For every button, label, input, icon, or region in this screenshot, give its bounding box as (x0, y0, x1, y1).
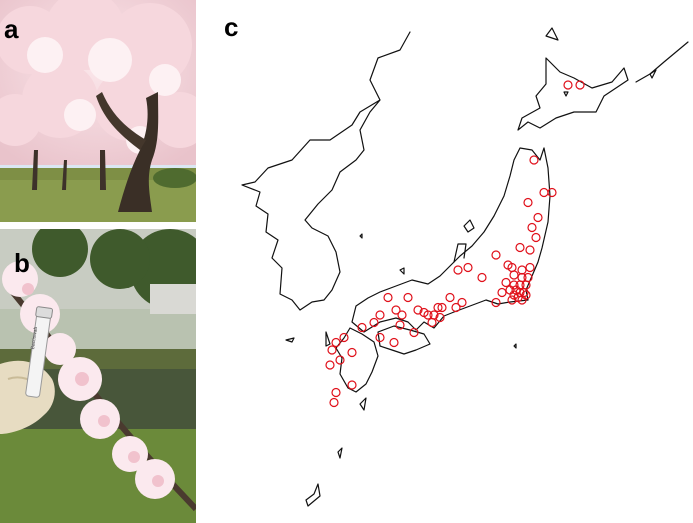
sampling-site-marker (533, 212, 543, 223)
sampling-site-marker (369, 317, 379, 328)
panel-label-b: b (14, 248, 30, 278)
sampling-site-marker (509, 270, 519, 280)
sampling-site-marker (375, 332, 385, 343)
lake-outline (563, 91, 569, 97)
sampling-site-marker (435, 312, 445, 323)
sampling-site-marker (491, 297, 501, 308)
sampling-site-marker (515, 242, 525, 253)
kuril-chain (635, 41, 689, 83)
sampling-site-marker (525, 245, 535, 255)
sampling-site-marker (403, 292, 413, 303)
sampling-site-marker (335, 355, 345, 365)
sampling-site-marker (391, 305, 401, 315)
sampling-site-marker (437, 302, 447, 313)
sampling-sites (325, 80, 585, 408)
sampling-site-marker (331, 387, 341, 398)
japan-map (196, 0, 693, 523)
sampling-site-marker (409, 327, 419, 338)
shikoku-coast (377, 325, 431, 355)
sampling-site-marker (427, 317, 437, 328)
coastlines (241, 27, 689, 507)
sampling-site-marker (529, 155, 539, 165)
mainland-coast (241, 31, 411, 311)
sampling-site-marker (563, 80, 573, 90)
sampling-site-marker (527, 222, 537, 233)
tanegashima-island (359, 397, 367, 411)
panel-label-a: a (4, 14, 19, 44)
sampling-site-marker (375, 310, 385, 320)
sampling-site-marker (463, 262, 473, 273)
sampling-site-marker (395, 320, 405, 330)
sampling-site-marker (357, 322, 367, 333)
sampling-site-marker (477, 272, 487, 283)
oki-island (399, 267, 405, 275)
sampling-site-marker (547, 187, 557, 198)
sampling-site-marker (389, 337, 399, 348)
ullung-island (359, 233, 363, 239)
sampling-site-marker (507, 295, 517, 305)
sampling-site-marker (397, 310, 407, 320)
sampling-site-marker (433, 302, 443, 313)
amami-island (337, 447, 343, 459)
sampling-site-marker (453, 265, 463, 275)
honshu-coast (351, 147, 551, 333)
kuril-island-2 (649, 69, 657, 79)
sampling-site-marker (383, 292, 393, 303)
sampling-site-marker (501, 277, 511, 288)
okinawa-island (305, 483, 321, 507)
sampling-site-marker (457, 297, 467, 308)
map-canvas (241, 27, 689, 507)
sado-island (463, 219, 475, 233)
hokkaido-coast (517, 57, 629, 131)
cherry-tree-photo (0, 0, 196, 222)
cheju-island (285, 337, 295, 343)
izu-island (513, 343, 517, 349)
sampling-site-marker (575, 80, 585, 90)
sampling-site-marker (339, 332, 349, 343)
sampling-site-marker (521, 290, 531, 300)
sampling-site-marker (517, 265, 527, 275)
sampling-site-marker (539, 187, 549, 198)
tsushima-island (325, 331, 331, 347)
sampling-site-marker (419, 307, 429, 318)
sampling-site-marker (347, 380, 357, 390)
sakhalin-tip (545, 27, 559, 41)
sampling-site-marker (331, 337, 341, 348)
sampling-site-marker (347, 347, 357, 358)
sampling-site-marker (523, 197, 533, 208)
sampling-site-marker (451, 302, 461, 313)
panel-label-c: c (224, 12, 239, 42)
noto-coast (453, 243, 467, 263)
sampling-site-marker (497, 287, 507, 298)
sampling-photo: Bactiswab (0, 229, 196, 523)
sampling-site-marker (521, 280, 531, 290)
sampling-site-marker (531, 232, 541, 243)
sampling-site-marker (445, 292, 455, 303)
sampling-site-marker (325, 360, 335, 370)
sampling-site-marker (329, 397, 339, 408)
sampling-site-marker (413, 305, 423, 315)
kyushu-coast (335, 327, 379, 393)
sampling-site-marker (491, 250, 501, 260)
sampling-site-marker (525, 262, 535, 273)
sampling-site-marker (327, 345, 337, 355)
